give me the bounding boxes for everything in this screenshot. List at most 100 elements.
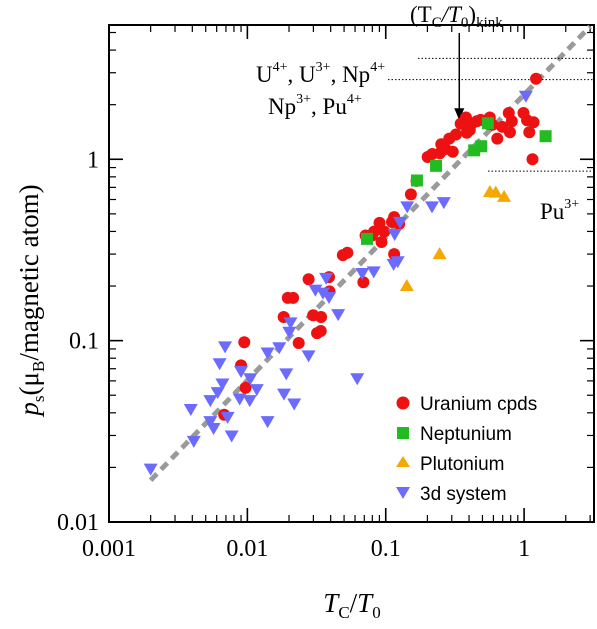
- point-uranium-cpds: [238, 336, 251, 349]
- y-axis-title: ps(μB/magnetic atom): [14, 184, 48, 417]
- point-3d-system: [282, 326, 297, 339]
- point-neptunium: [410, 174, 423, 187]
- point-uranium-cpds: [527, 116, 540, 129]
- point-neptunium: [430, 159, 443, 172]
- np-pu-label: Np3+, Pu4+: [268, 92, 362, 119]
- point-plutonium: [399, 279, 414, 292]
- point-3d-system: [390, 256, 405, 269]
- x-axis-title: TC/T0: [323, 588, 380, 622]
- u-np-label: U4+, U3+, Np4+: [256, 60, 385, 87]
- point-uranium-cpds: [315, 310, 328, 323]
- point-plutonium: [488, 185, 503, 198]
- point-3d-system: [436, 197, 451, 210]
- legend-label-uranium: Uranium cpds: [420, 394, 537, 415]
- annotation-lines: [388, 33, 594, 172]
- fit-line: [148, 24, 592, 482]
- legend-label-3d: 3d system: [420, 484, 507, 505]
- point-uranium-cpds: [530, 72, 543, 85]
- point-3d-system: [243, 373, 258, 386]
- legend-label-plutonium: Plutonium: [420, 454, 505, 475]
- point-uranium-cpds: [491, 132, 504, 145]
- point-uranium-cpds: [341, 246, 354, 259]
- point-uranium-cpds: [450, 128, 463, 141]
- x-tick-label: 0.001: [82, 536, 136, 562]
- point-3d-system: [218, 341, 233, 354]
- point-3d-system: [301, 350, 316, 363]
- point-uranium-cpds: [446, 145, 459, 158]
- x-tick-label: 1: [518, 536, 530, 562]
- point-uranium-cpds: [292, 337, 305, 350]
- axis-ticks: [108, 25, 594, 523]
- point-3d-system: [203, 416, 218, 429]
- kink-annotation: (TC/T0)kink: [410, 2, 503, 31]
- point-3d-system: [220, 411, 235, 424]
- pu3-label: Pu3+: [540, 197, 579, 224]
- point-plutonium: [432, 247, 447, 260]
- point-3d-system: [232, 393, 247, 406]
- axis-tick-labels: 0.001 0.01 0.1 10.010.11: [57, 147, 530, 562]
- point-uranium-cpds: [375, 235, 388, 248]
- point-uranium-cpds: [239, 381, 252, 394]
- point-3d-system: [287, 398, 302, 411]
- point-neptunium: [481, 117, 494, 130]
- point-uranium-cpds: [378, 225, 391, 238]
- point-3d-system: [355, 268, 370, 281]
- point-3d-system: [350, 373, 365, 386]
- point-3d-system: [249, 384, 264, 397]
- point-uranium-cpds: [314, 325, 327, 338]
- legend-marker-neptunium: [397, 427, 409, 439]
- point-3d-system: [215, 378, 230, 391]
- point-3d-system: [366, 266, 381, 279]
- plot-frame: [108, 24, 595, 523]
- point-neptunium: [539, 130, 552, 143]
- x-tick-label: 0.01: [226, 536, 268, 562]
- kink-arrowhead: [454, 108, 465, 121]
- point-plutonium: [497, 189, 512, 202]
- point-3d-system: [400, 201, 415, 214]
- legend-label-neptunium: Neptunium: [420, 424, 512, 445]
- point-uranium-cpds: [404, 188, 417, 201]
- point-uranium-cpds: [523, 126, 536, 139]
- legend-marker-3d: [396, 487, 410, 499]
- point-3d-system: [393, 216, 408, 229]
- point-uranium-cpds: [373, 216, 386, 229]
- point-uranium-cpds: [357, 276, 370, 289]
- point-3d-system: [203, 395, 218, 408]
- point-3d-system: [319, 272, 334, 285]
- legend-marker-plutonium: [396, 456, 410, 467]
- data-points: [143, 72, 552, 476]
- point-3d-system: [260, 416, 275, 429]
- point-3d-system: [186, 435, 201, 448]
- point-uranium-cpds: [505, 115, 518, 128]
- point-3d-system: [234, 366, 249, 379]
- point-neptunium: [475, 140, 488, 153]
- point-3d-system: [210, 387, 225, 400]
- point-3d-system: [425, 201, 440, 214]
- point-3d-system: [224, 430, 239, 443]
- y-tick-label: 0.01: [57, 510, 99, 536]
- point-3d-system: [321, 292, 336, 305]
- point-3d-system: [242, 395, 257, 408]
- point-3d-system: [518, 90, 533, 103]
- point-3d-system: [387, 229, 402, 242]
- point-neptunium: [360, 232, 373, 245]
- point-3d-system: [212, 358, 227, 371]
- point-uranium-cpds: [287, 291, 300, 304]
- point-3d-system: [331, 309, 346, 322]
- point-uranium-cpds: [302, 273, 315, 286]
- x-tick-label: 0.1: [371, 536, 401, 562]
- point-3d-system: [277, 388, 292, 401]
- point-uranium-cpds: [526, 153, 539, 166]
- kink-label: (TC/T0)kink: [410, 2, 503, 31]
- point-3d-system: [183, 403, 198, 416]
- fit-line-group: [148, 24, 592, 482]
- legend: Uranium cpds Neptunium Plutonium 3d syst…: [396, 394, 537, 505]
- point-3d-system: [272, 342, 287, 355]
- y-tick-label: 1: [87, 147, 99, 173]
- legend-marker-uranium: [396, 396, 410, 410]
- point-3d-system: [283, 317, 298, 330]
- y-tick-label: 0.1: [69, 329, 99, 355]
- point-3d-system: [143, 463, 158, 476]
- point-3d-system: [279, 368, 294, 381]
